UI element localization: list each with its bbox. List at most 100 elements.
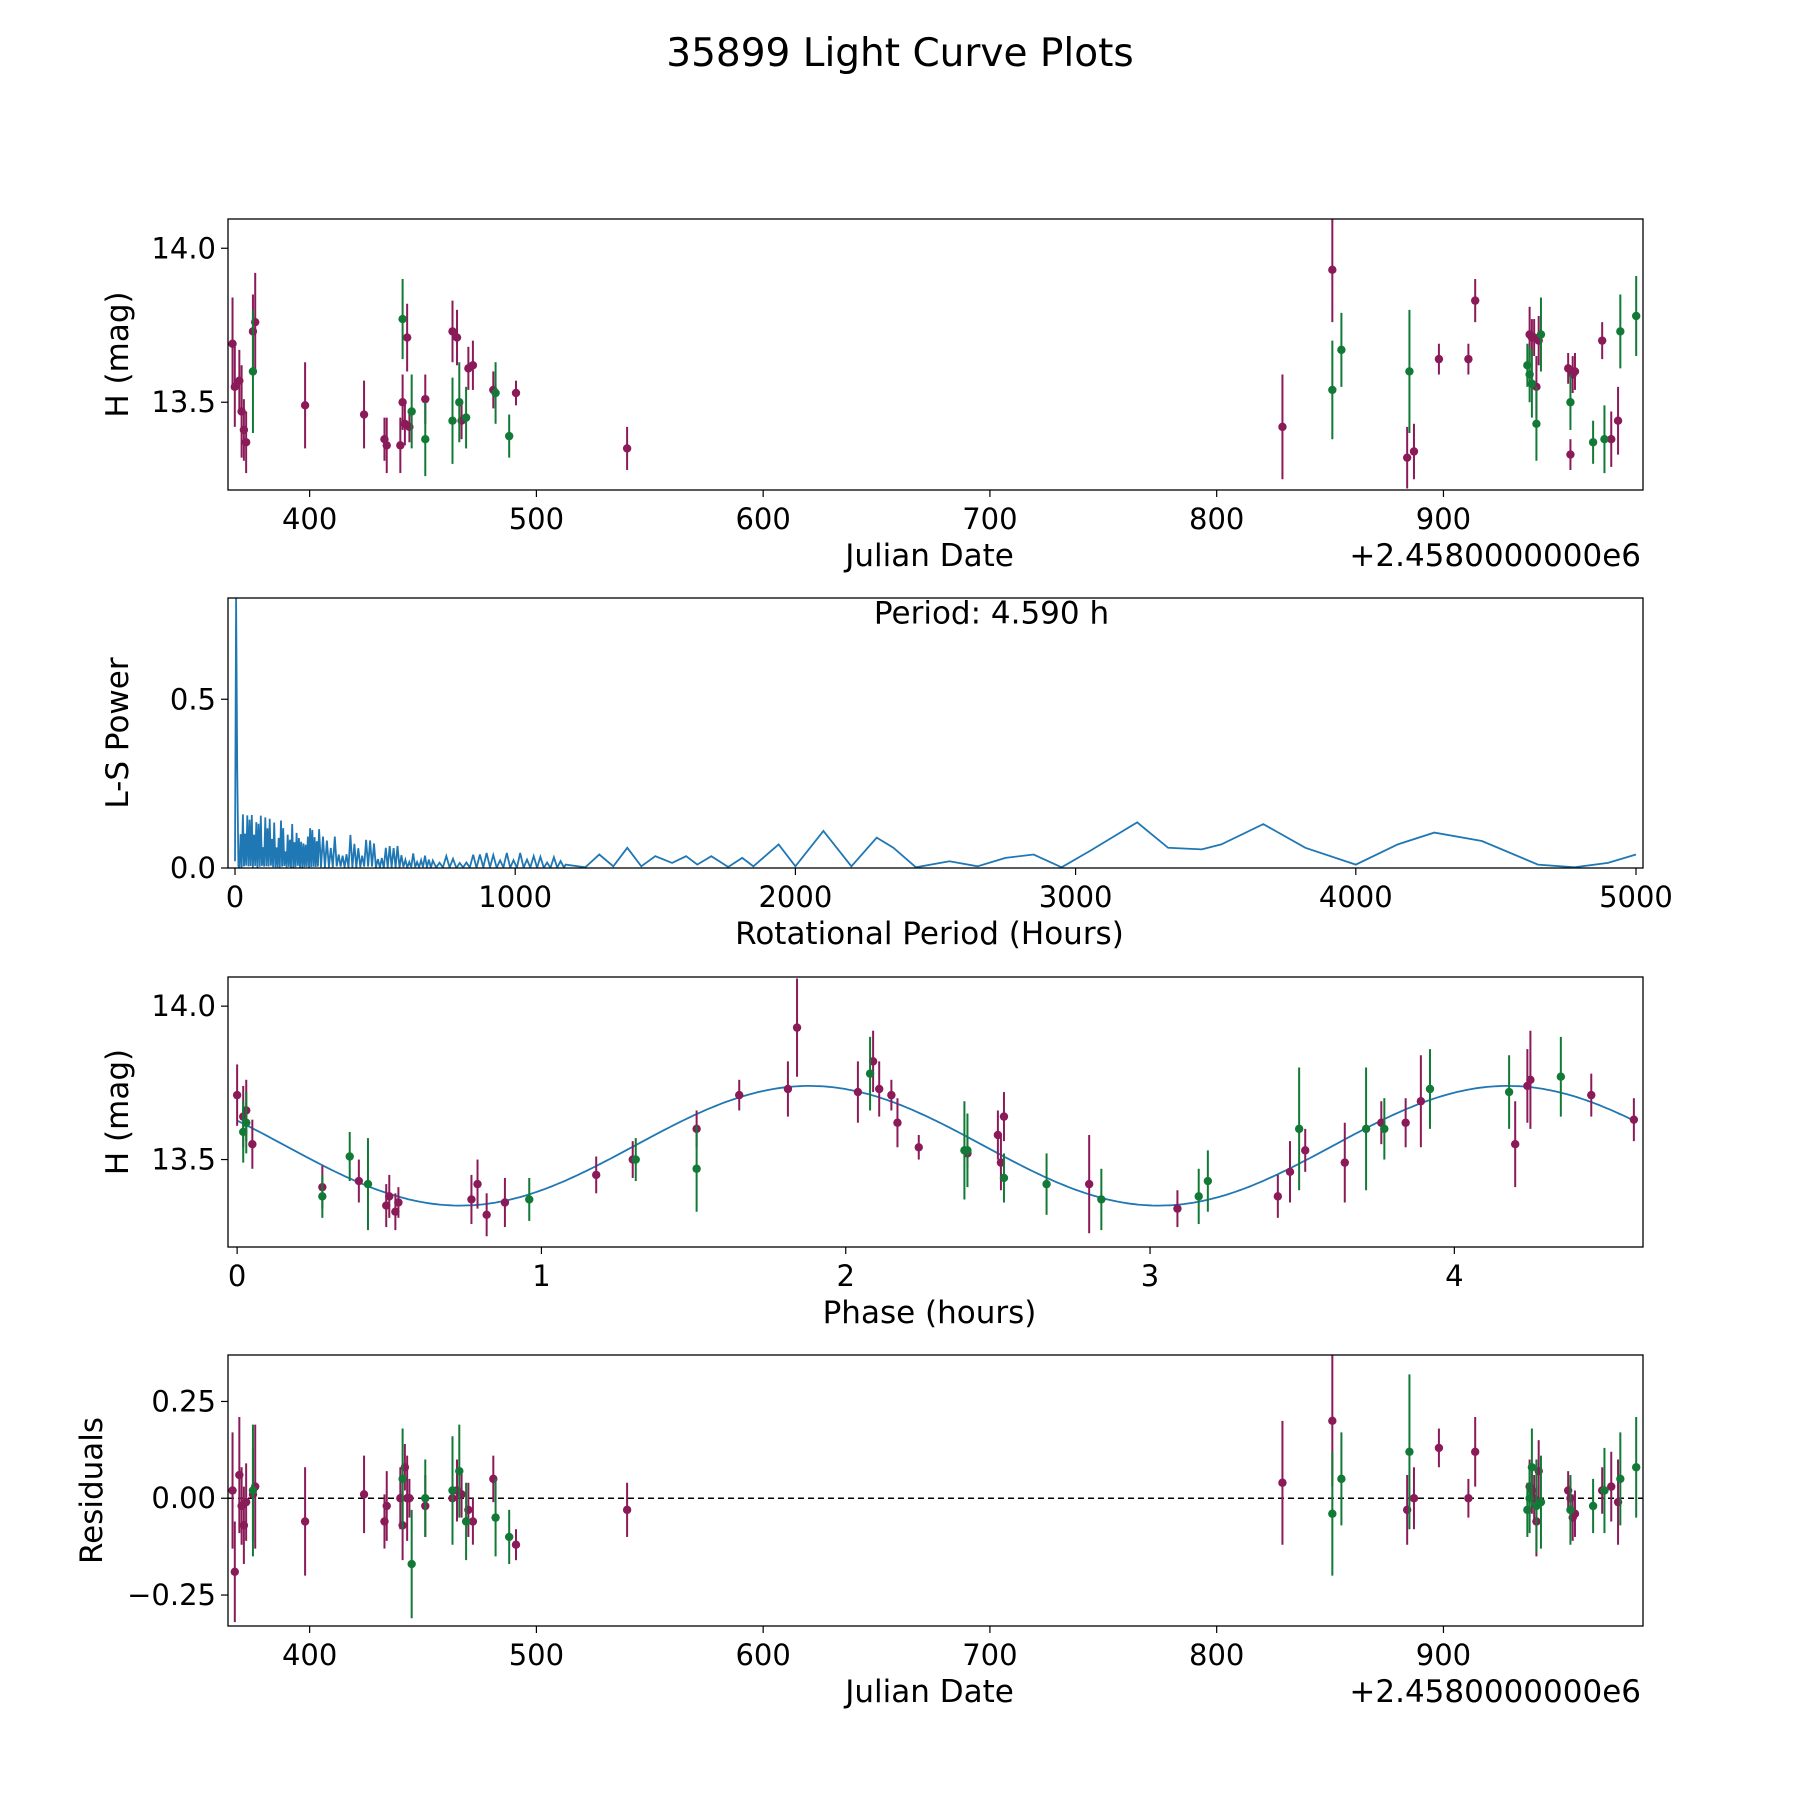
- data-point: [504, 431, 514, 441]
- data-point: [405, 1494, 414, 1503]
- data-point: [1405, 367, 1414, 376]
- data-point: [1527, 379, 1537, 388]
- x-tick-label: 900: [1416, 1638, 1471, 1672]
- data-point: [345, 1152, 354, 1161]
- data-point: [865, 1069, 875, 1078]
- data-point: [1084, 1179, 1094, 1189]
- data-point: [504, 1532, 514, 1542]
- data-point: [318, 1192, 327, 1201]
- data-point: [1616, 1474, 1625, 1484]
- x-tick-label: 600: [735, 1638, 790, 1672]
- data-point: [1416, 1097, 1426, 1106]
- data-point: [1588, 438, 1598, 447]
- x-tick-label: 2000: [758, 880, 832, 914]
- data-point: [1434, 1443, 1444, 1453]
- data-point: [1510, 1140, 1520, 1149]
- x-offset-label: +2.4580000000e6: [1349, 1674, 1641, 1710]
- y-tick-label: 0.00: [151, 1481, 216, 1515]
- data-point: [1301, 1146, 1310, 1155]
- data-point: [232, 1090, 242, 1100]
- data-point: [1566, 398, 1575, 407]
- data-point: [421, 1494, 430, 1503]
- y-tick-label: −0.25: [127, 1578, 216, 1612]
- data-point: [631, 1155, 640, 1164]
- x-axis-label: Phase (hours): [823, 1295, 1037, 1331]
- data-point: [448, 327, 457, 336]
- x-tick-label: 0: [228, 1259, 246, 1293]
- data-point: [875, 1084, 884, 1094]
- lightcurve-frame: [227, 218, 1644, 491]
- data-point: [1194, 1192, 1203, 1201]
- data-point: [300, 401, 310, 410]
- data-point: [622, 444, 632, 453]
- data-point: [692, 1164, 701, 1173]
- data-point: [461, 413, 471, 422]
- data-point: [241, 438, 251, 447]
- data-point: [491, 388, 500, 398]
- data-point: [1607, 1482, 1616, 1491]
- data-point: [1526, 1075, 1535, 1084]
- x-tick-label: 800: [1189, 502, 1244, 536]
- x-tick-label: 3000: [1039, 880, 1113, 914]
- data-point: [1337, 345, 1346, 355]
- data-point: [421, 394, 430, 404]
- data-point: [394, 1198, 403, 1207]
- data-point: [407, 1559, 416, 1569]
- x-tick-label: 600: [735, 502, 790, 536]
- data-point: [1380, 1124, 1389, 1134]
- data-point: [228, 1486, 237, 1495]
- data-point: [1631, 1463, 1641, 1472]
- x-tick-label: 4: [1445, 1259, 1463, 1293]
- data-point: [407, 407, 416, 416]
- data-point: [999, 1112, 1009, 1121]
- data-point: [1588, 1501, 1598, 1511]
- data-point: [248, 1140, 257, 1149]
- data-point: [1556, 1072, 1566, 1081]
- y-tick-label: 14.0: [151, 989, 216, 1023]
- x-tick-label: 1: [532, 1259, 550, 1293]
- data-point: [1409, 1494, 1419, 1503]
- data-point: [1600, 1486, 1609, 1495]
- y-tick-label: 13.5: [151, 385, 216, 419]
- data-point: [354, 1176, 364, 1186]
- residuals-plot-area: [228, 1355, 1643, 1623]
- data-point: [1294, 1124, 1304, 1134]
- y-axis-label: L-S Power: [100, 657, 136, 808]
- data-point: [511, 1540, 521, 1549]
- x-tick-label: 500: [509, 1638, 564, 1672]
- data-point: [228, 339, 237, 348]
- y-axis-label: Residuals: [74, 1417, 110, 1564]
- data-point: [248, 1486, 258, 1495]
- data-point: [1278, 422, 1287, 432]
- x-tick-label: 400: [282, 502, 337, 536]
- periodogram-plot-area: [234, 598, 1637, 868]
- data-point: [448, 416, 457, 425]
- data-point: [893, 1118, 902, 1127]
- data-point: [1425, 1084, 1435, 1094]
- x-axis-label: Rotational Period (Hours): [735, 916, 1124, 952]
- phased-panel: 0 1 2 3 4 13.5 14.0 Phase (hours) H (mag): [100, 976, 1644, 1331]
- data-point: [1470, 296, 1480, 305]
- data-point: [1587, 1090, 1596, 1100]
- data-point: [1536, 330, 1546, 339]
- data-point: [1401, 1118, 1410, 1127]
- data-point: [1563, 364, 1573, 373]
- data-point: [1361, 1124, 1371, 1134]
- data-point: [230, 382, 240, 392]
- data-point: [1278, 1478, 1287, 1487]
- data-point: [473, 1179, 482, 1189]
- y-tick-label: 13.5: [151, 1143, 216, 1177]
- data-point: [1328, 385, 1337, 395]
- data-point: [1285, 1167, 1295, 1177]
- ls-power-line: [234, 598, 1637, 868]
- data-point: [1607, 434, 1616, 444]
- data-point: [999, 1173, 1009, 1183]
- x-tick-label: 700: [962, 1638, 1017, 1672]
- data-point: [455, 1466, 464, 1476]
- data-point: [242, 1118, 251, 1127]
- data-point: [402, 333, 412, 342]
- data-point: [1273, 1192, 1283, 1201]
- data-point: [1566, 450, 1575, 459]
- data-point: [1405, 1447, 1414, 1456]
